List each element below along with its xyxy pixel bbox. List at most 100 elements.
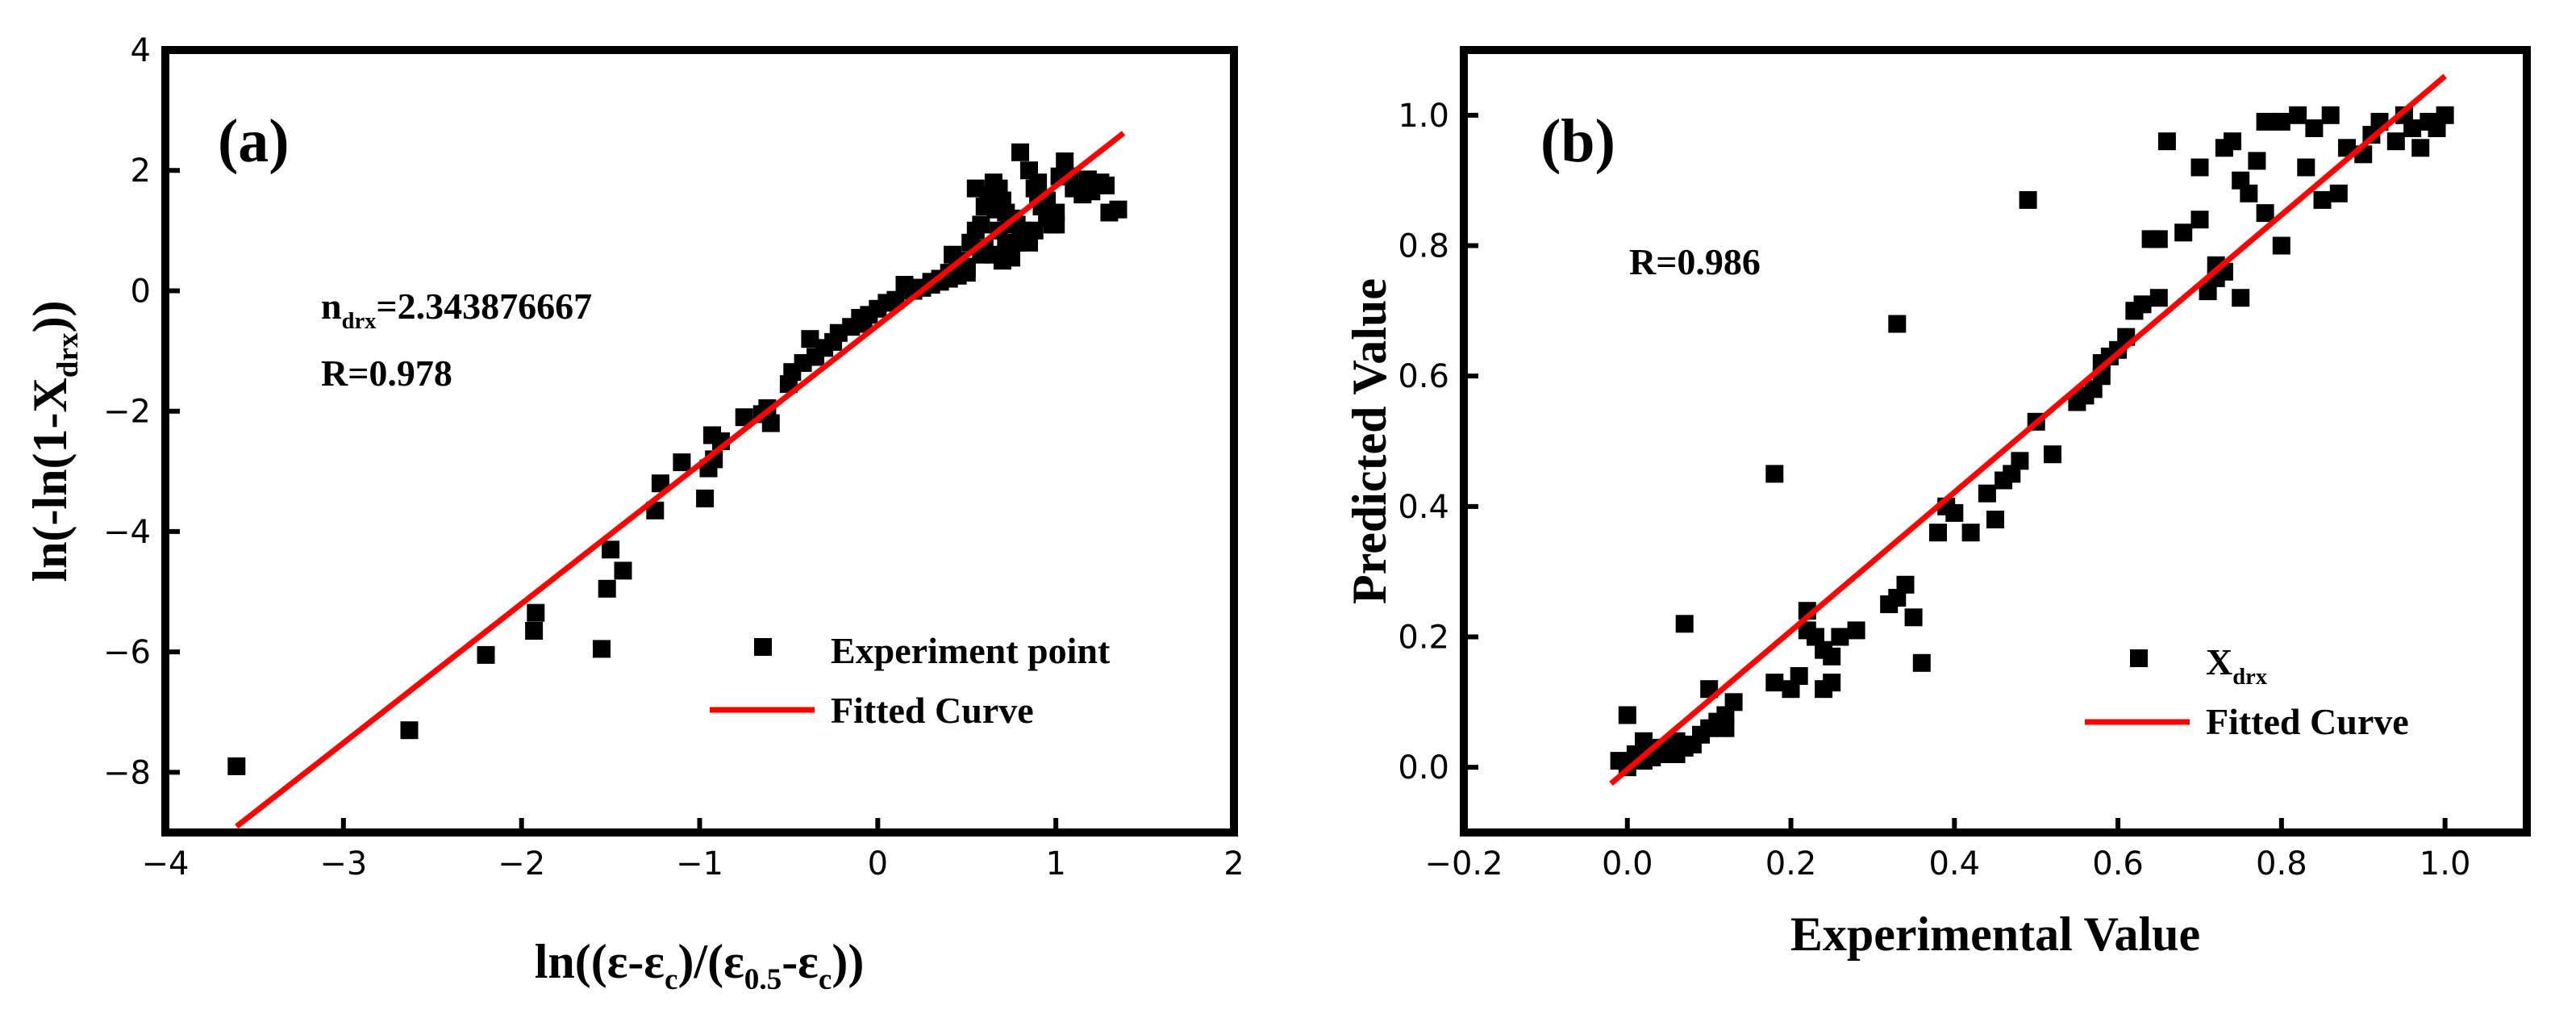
panel-b-data-point	[2386, 132, 2405, 151]
panel-b-x-tick-label: 0.0	[1602, 845, 1653, 883]
panel-b-x-tick-label: 0.6	[2092, 845, 2144, 883]
panel-b-frame	[1460, 46, 2531, 837]
panel-a-data-point	[602, 540, 620, 559]
panel-b-data-point	[2149, 230, 2168, 248]
panel-a-x-axis-title: ln((ε-εc)/(ε0.5-εc))	[535, 935, 865, 996]
panel-a-data-point	[801, 330, 819, 348]
panel-b-data-point	[2411, 139, 2430, 157]
panel-b-data-point	[1904, 608, 1923, 627]
panel-a-n-value: =2.343876667	[376, 286, 592, 327]
panel-a-data-point	[1025, 221, 1044, 240]
panel-b-data-point	[1765, 465, 1784, 483]
panel-a-y-tick-label: −8	[103, 754, 151, 791]
panel-b-data-point	[2019, 190, 2037, 209]
panel-a-r-annotation: R=0.978	[321, 353, 452, 394]
panel-b-data-point	[1823, 647, 1841, 666]
panel-b-data-point	[2174, 223, 2193, 242]
panel-b-data-point	[1831, 628, 1849, 646]
panel-b-y-axis-title: Predicted Value	[1343, 278, 1396, 604]
panel-a-data-point	[986, 200, 1005, 219]
panel-b-data-point	[1961, 524, 1980, 542]
panel-b-data-point	[2248, 152, 2266, 170]
panel-b-data-point	[2428, 119, 2446, 137]
panel-a-data-point	[1097, 176, 1115, 194]
panel-a-legend-marker	[754, 638, 772, 656]
panel-b-y-tick-label: 0.2	[1398, 620, 1449, 657]
panel-b-legend-marker	[2130, 649, 2148, 667]
panel-b-data-point	[2321, 106, 2340, 124]
panel-b-x-axis-title: Experimental Value	[1790, 908, 2200, 961]
panel-b-data-point	[2044, 445, 2061, 464]
panel-a-data-point	[527, 603, 545, 622]
panel-b-data-point	[2011, 452, 2029, 470]
panel-a-fitted-line	[235, 131, 1126, 829]
panel-b-fitted-line	[1609, 73, 2447, 787]
panel-a-marks	[227, 143, 1128, 775]
panel-b-r-annotation: R=0.986	[1629, 241, 1761, 282]
panel-b-data-point	[1912, 653, 1931, 672]
panel-b-data-point	[1945, 503, 1964, 522]
panel-b-data-point	[2190, 158, 2209, 177]
panel-a-y-tick-label: 0	[131, 273, 151, 310]
panel-b-y-tick-label: 0.0	[1398, 749, 1449, 787]
panel-a-data-point	[1029, 173, 1048, 192]
panel-a-data-point	[651, 474, 669, 493]
panel-b-legend-label-1: Fitted Curve	[2206, 701, 2409, 742]
panel-a-x-tick-label: 0	[868, 845, 888, 883]
panel-a: −4 −3 −2 −1 0 1 2 −8 −6 −4 −2 0 2 4 (a) ndrx=2.343876…	[23, 32, 1244, 996]
panel-a-n-prefix: n	[321, 286, 342, 327]
panel-b-data-point	[2157, 132, 2176, 151]
panel-a-data-point	[1056, 152, 1074, 170]
panel-b-y-tick-label: 0.8	[1398, 228, 1449, 265]
panel-b: −0.2 0.0 0.2 0.4 0.6 0.8 1.0 0.0 0.2 0.4 0.6 0.8 1.0…	[1343, 46, 2531, 961]
panel-b-data-point	[1847, 621, 1865, 640]
panel-b-data-point	[2092, 354, 2111, 372]
panel-b-data-point	[1888, 315, 1907, 333]
panel-a-n-annotation: ndrx=2.343876667	[321, 286, 592, 334]
panel-a-frame	[161, 46, 1238, 837]
panel-b-x-tick-label: 0.4	[1928, 845, 1980, 883]
panel-a-data-point	[761, 414, 780, 432]
panel-a-data-point	[593, 640, 611, 658]
panel-b-data-point	[2289, 106, 2307, 124]
panel-b-x-tick-label: −0.2	[1424, 845, 1503, 883]
panel-a-data-point	[227, 757, 246, 775]
panel-a-y-tick-label: 4	[131, 32, 151, 69]
panel-a-y-tick-label: 2	[131, 152, 151, 190]
panel-b-data-point	[2256, 112, 2274, 131]
panel-b-y-tick-label: 0.6	[1398, 358, 1449, 395]
panel-b-data-point	[2224, 132, 2241, 151]
panel-a-data-point	[735, 408, 753, 427]
panel-a-legend-label-0: Experiment point	[831, 630, 1111, 671]
panel-b-data-point	[1765, 674, 1784, 692]
panel-b-x-tick-label: 1.0	[2420, 845, 2471, 883]
panel-b-y-tick-label: 1.0	[1398, 98, 1449, 135]
panel-a-data-point	[1109, 200, 1128, 219]
panel-a-data-point	[696, 489, 715, 507]
panel-b-y-tick-label: 0.4	[1398, 489, 1449, 526]
panel-b-data-point	[1667, 732, 1686, 750]
panel-a-y-tick-label: −2	[103, 394, 151, 431]
panel-b-legend-label-0: Xdrx	[2206, 641, 2268, 690]
panel-a-data-point	[614, 561, 632, 580]
panel-a-data-point	[1078, 170, 1097, 189]
panel-a-ticks: −4 −3 −2 −1 0 1 2 −8 −6 −4 −2 0 2 4	[103, 32, 1244, 883]
panel-b-x-tick-label: 0.2	[1765, 845, 1817, 883]
panel-b-data-point	[2232, 289, 2250, 307]
panel-a-x-tick-label: −4	[142, 845, 190, 883]
panel-b-label: (b)	[1540, 107, 1615, 175]
panel-a-x-tick-label: 1	[1045, 845, 1065, 883]
panel-a-x-tick-label: −1	[676, 845, 723, 883]
panel-a-data-point	[598, 579, 616, 598]
panel-b-x-tick-label: 0.8	[2256, 845, 2307, 883]
panel-b-data-point	[1790, 667, 1808, 685]
panel-a-data-point	[673, 453, 691, 472]
panel-b-data-point	[1823, 674, 1841, 692]
panel-a-y-tick-label: −4	[103, 514, 151, 551]
panel-a-legend-label-1: Fitted Curve	[831, 690, 1034, 731]
panel-b-data-point	[1716, 719, 1735, 737]
panel-b-data-point	[2256, 204, 2274, 223]
panel-b-data-point	[2190, 211, 2209, 229]
panel-a-n-sub: drx	[342, 309, 377, 334]
